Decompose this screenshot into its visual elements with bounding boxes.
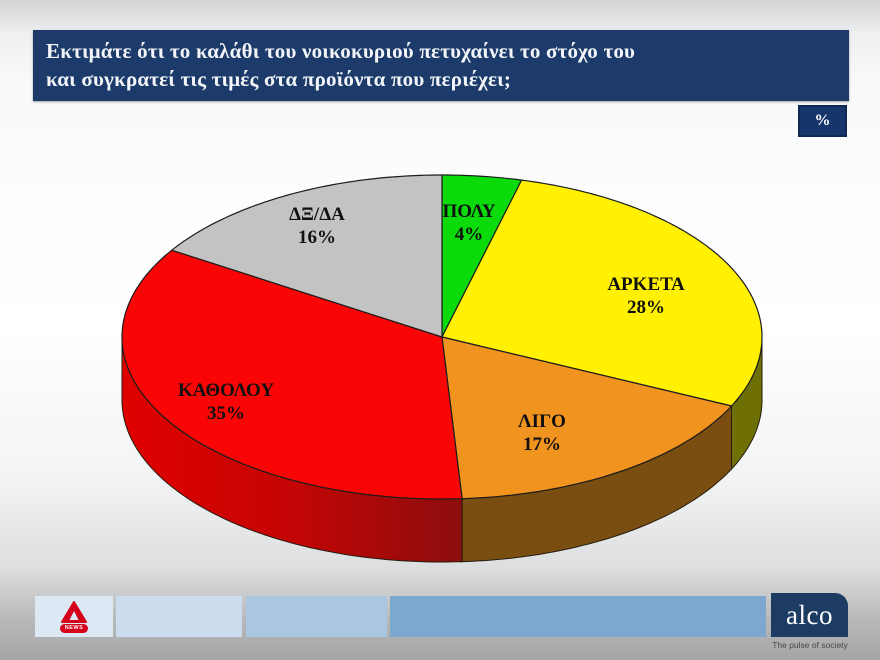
- footer-block-3: [246, 596, 387, 637]
- question-bar: Εκτιμάτε ότι το καλάθι του νοικοκυριού π…: [33, 30, 849, 101]
- footer-block-2: [116, 596, 242, 637]
- pie-label-poly: ΠΟΛΥ 4%: [442, 200, 496, 245]
- footer-block-4: [390, 596, 766, 637]
- pie-label-katholou: ΚΑΘΟΛΟΥ 35%: [177, 379, 275, 424]
- alco-logo: alco: [771, 593, 848, 637]
- question-line-2: και συγκρατεί τις τιμές στα προϊόντα που…: [46, 66, 512, 91]
- alpha-news-label: NEWS: [59, 623, 89, 633]
- alco-logo-text: alco: [786, 599, 833, 630]
- pie-label-arketa: ΑΡΚΕΤΑ 28%: [607, 273, 685, 318]
- pie-label-dxda: ΔΞ/ΔΑ 16%: [289, 203, 345, 248]
- pie-slice-ΚΑΘΟΛΟΥ: [121, 249, 463, 500]
- percent-unit-badge: %: [798, 105, 847, 137]
- footer-block-alpha: NEWS: [35, 596, 113, 637]
- alpha-a-icon: [61, 600, 87, 623]
- pie-slice-ΛΙΓΟ: [441, 336, 733, 500]
- pie-label-ligo: ΛΙΓΟ 17%: [518, 410, 566, 455]
- pie-slice-ΔΞ/ΔΑ: [171, 174, 443, 338]
- alco-tagline: The pulse of society: [772, 640, 848, 650]
- alpha-news-logo: NEWS: [59, 600, 89, 633]
- question-line-1: Εκτιμάτε ότι το καλάθι του νοικοκυριού π…: [46, 39, 636, 64]
- pie-slice-ΑΡΚΕΤΑ: [441, 179, 763, 407]
